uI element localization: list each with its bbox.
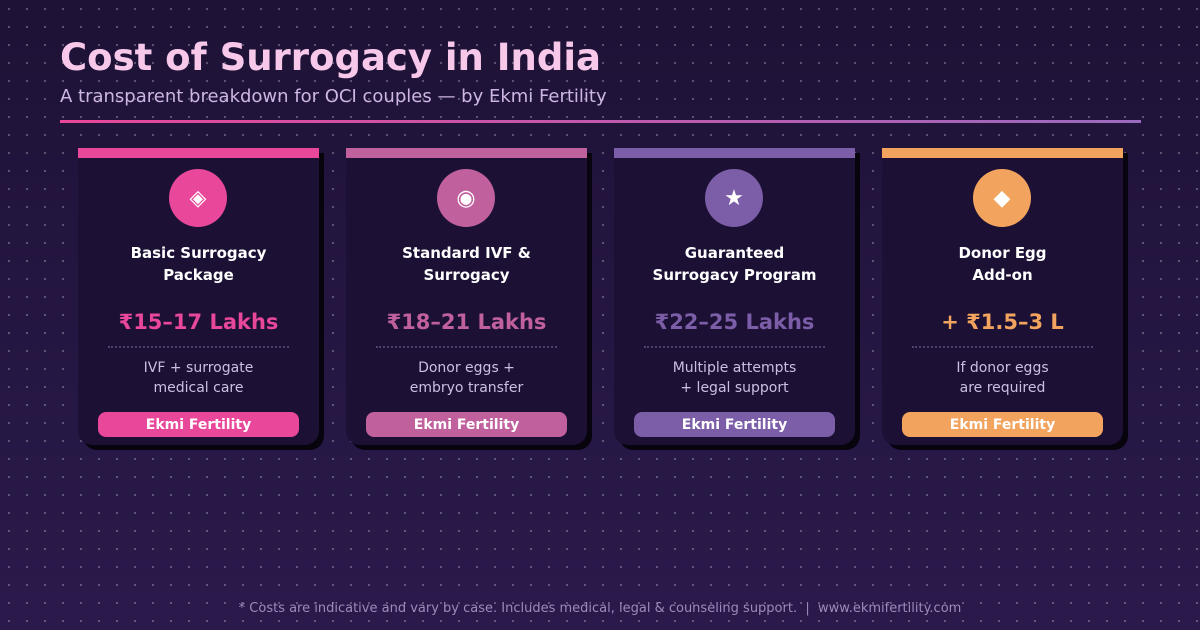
card-accent — [882, 148, 1123, 158]
card-description: If donor eggs — [956, 360, 1049, 376]
card-title: Surrogacy Program — [652, 266, 817, 284]
divider-rule — [60, 120, 1141, 123]
card-divider — [644, 346, 825, 348]
card-description: medical care — [153, 380, 244, 396]
card-icon: ◉ — [437, 169, 495, 227]
card-icon: ◈ — [169, 169, 227, 227]
footer-note: * Costs are indicative and vary by case.… — [238, 601, 962, 616]
card-description: + legal support — [680, 380, 789, 396]
card-icon: ◆ — [973, 169, 1031, 227]
card-description: are required — [959, 380, 1046, 396]
card-description: IVF + surrogate — [143, 360, 254, 376]
card-badge: Ekmi Fertility — [98, 412, 299, 437]
subtitle: A transparent breakdown for OCI couples … — [60, 86, 607, 107]
pricing-card: ◈ Basic Surrogacy Package ₹15–17 Lakhs IVF +… — [78, 148, 319, 445]
card-badge: Ekmi Fertility — [634, 412, 835, 437]
pricing-card: ◉ Standard IVF & Surrogacy ₹18–21 Lakhs Dono… — [346, 148, 587, 445]
card-title: Basic Surrogacy — [130, 244, 267, 262]
card-divider — [912, 346, 1093, 348]
card-accent — [78, 148, 319, 158]
card-divider — [108, 346, 289, 348]
card-title: Add-on — [972, 266, 1033, 284]
card-price: ₹15–17 Lakhs — [118, 310, 279, 334]
card-title: Surrogacy — [423, 266, 510, 284]
card-price: ₹18–21 Lakhs — [386, 310, 547, 334]
card-price: + ₹1.5–3 L — [941, 310, 1064, 334]
pricing-card: ◆ Donor Egg Add-on + ₹1.5–3 L If donor eggs a… — [882, 148, 1123, 445]
card-description: Multiple attempts — [672, 360, 797, 376]
pricing-card: ★ Guaranteed Surrogacy Program ₹22–25 Lakhs… — [614, 148, 855, 445]
card-title: Donor Egg — [958, 244, 1047, 262]
card-title: Standard IVF & — [402, 244, 531, 262]
card-price: ₹22–25 Lakhs — [654, 310, 815, 334]
card-badge: Ekmi Fertility — [366, 412, 567, 437]
card-description: embryo transfer — [409, 380, 524, 396]
card-title: Package — [163, 266, 234, 284]
card-accent — [614, 148, 855, 158]
card-badge: Ekmi Fertility — [902, 412, 1103, 437]
card-divider — [376, 346, 557, 348]
card-icon: ★ — [705, 169, 763, 227]
title: Cost of Surrogacy in India — [60, 36, 601, 79]
card-description: Donor eggs + — [418, 360, 515, 376]
card-accent — [346, 148, 587, 158]
card-title: Guaranteed — [684, 244, 785, 262]
